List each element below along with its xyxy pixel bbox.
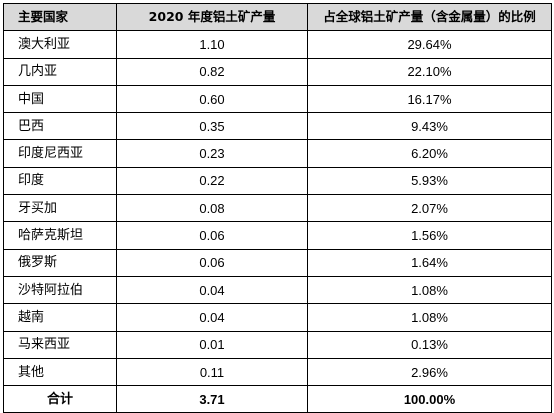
- cell-output: 0.22: [116, 166, 308, 196]
- table-row: 巴西 0.35 9.43%: [3, 112, 552, 141]
- table-row: 俄罗斯 0.06 1.64%: [3, 248, 552, 277]
- cell-share: 1.64%: [307, 248, 552, 277]
- cell-share: 1.56%: [307, 221, 552, 250]
- cell-share: 9.43%: [307, 112, 552, 141]
- cell-country: 越南: [3, 303, 117, 332]
- cell-share: 0.13%: [307, 330, 552, 359]
- header-country: 主要国家: [3, 2, 117, 32]
- cell-country: 沙特阿拉伯: [3, 275, 117, 305]
- header-output: 2020 年度铝土矿产量: [116, 2, 308, 32]
- cell-share: 29.64%: [307, 30, 552, 59]
- cell-country: 俄罗斯: [3, 248, 117, 277]
- total-label: 合计: [3, 385, 117, 413]
- cell-country: 哈萨克斯坦: [3, 221, 117, 250]
- total-share: 100.00%: [307, 385, 552, 413]
- table-row: 哈萨克斯坦 0.06 1.56%: [3, 221, 552, 250]
- cell-output: 0.35: [116, 112, 308, 141]
- cell-share: 2.07%: [307, 194, 552, 223]
- bauxite-production-table: 主要国家 2020 年度铝土矿产量 占全球铝土矿产量（含金属量）的比例 澳大利亚…: [3, 2, 552, 413]
- cell-country: 几内亚: [3, 57, 117, 86]
- table-row: 越南 0.04 1.08%: [3, 303, 552, 332]
- cell-output: 0.60: [116, 84, 308, 114]
- cell-country: 印度尼西亚: [3, 139, 117, 168]
- table-row: 其他 0.11 2.96%: [3, 357, 552, 387]
- cell-country: 巴西: [3, 112, 117, 141]
- cell-country: 澳大利亚: [3, 30, 117, 59]
- cell-output: 0.04: [116, 303, 308, 332]
- table-row: 马来西亚 0.01 0.13%: [3, 330, 552, 359]
- cell-country: 其他: [3, 357, 117, 387]
- cell-share: 22.10%: [307, 57, 552, 86]
- cell-output: 0.11: [116, 357, 308, 387]
- cell-share: 6.20%: [307, 139, 552, 168]
- cell-share: 5.93%: [307, 166, 552, 196]
- cell-country: 马来西亚: [3, 330, 117, 359]
- cell-country: 印度: [3, 166, 117, 196]
- table-row: 印度尼西亚 0.23 6.20%: [3, 139, 552, 168]
- table-row: 几内亚 0.82 22.10%: [3, 57, 552, 86]
- cell-country: 中国: [3, 84, 117, 114]
- cell-output: 0.08: [116, 194, 308, 223]
- cell-output: 0.82: [116, 57, 308, 86]
- table-row: 牙买加 0.08 2.07%: [3, 194, 552, 223]
- cell-output: 0.06: [116, 221, 308, 250]
- table-total-row: 合计 3.71 100.00%: [3, 385, 552, 413]
- cell-share: 1.08%: [307, 275, 552, 305]
- table-header-row: 主要国家 2020 年度铝土矿产量 占全球铝土矿产量（含金属量）的比例: [3, 2, 552, 32]
- cell-output: 0.01: [116, 330, 308, 359]
- header-share: 占全球铝土矿产量（含金属量）的比例: [307, 2, 552, 32]
- table-row: 澳大利亚 1.10 29.64%: [3, 30, 552, 59]
- cell-output: 0.04: [116, 275, 308, 305]
- cell-output: 0.23: [116, 139, 308, 168]
- total-output: 3.71: [116, 385, 308, 413]
- cell-output: 0.06: [116, 248, 308, 277]
- cell-output: 1.10: [116, 30, 308, 59]
- table-row: 印度 0.22 5.93%: [3, 166, 552, 196]
- table-row: 沙特阿拉伯 0.04 1.08%: [3, 275, 552, 305]
- cell-country: 牙买加: [3, 194, 117, 223]
- cell-share: 1.08%: [307, 303, 552, 332]
- table-row: 中国 0.60 16.17%: [3, 84, 552, 114]
- cell-share: 16.17%: [307, 84, 552, 114]
- cell-share: 2.96%: [307, 357, 552, 387]
